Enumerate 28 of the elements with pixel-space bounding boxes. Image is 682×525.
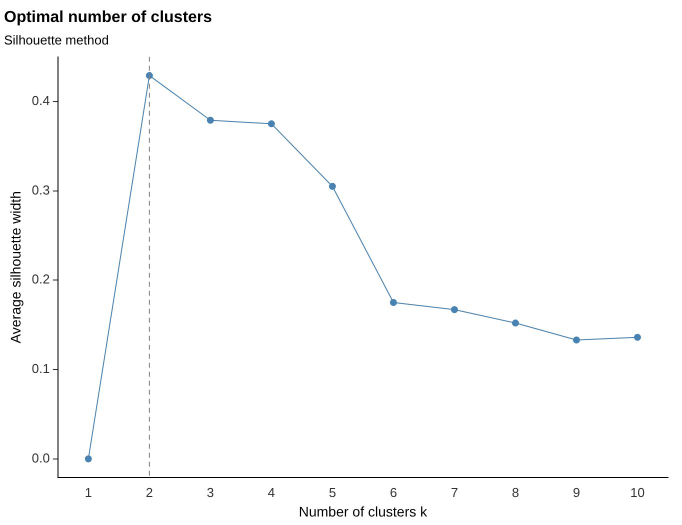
chart-title: Optimal number of clusters bbox=[4, 9, 212, 26]
x-tick-label: 5 bbox=[328, 484, 336, 500]
x-tick-label: 7 bbox=[450, 484, 458, 500]
y-tick-label: 0.2 bbox=[32, 272, 50, 287]
x-tick-label: 3 bbox=[206, 484, 214, 500]
point bbox=[268, 120, 275, 128]
x-axis-title: Number of clusters k bbox=[298, 503, 428, 520]
point bbox=[450, 306, 458, 314]
point bbox=[390, 298, 397, 306]
point bbox=[572, 336, 580, 344]
x-tick-label: 10 bbox=[630, 484, 645, 500]
y-tick-label: 0.4 bbox=[32, 93, 50, 108]
y-axis-title: Average silhouette width bbox=[7, 191, 24, 344]
point bbox=[512, 320, 519, 327]
x-tick-label: 9 bbox=[572, 484, 580, 500]
point bbox=[634, 334, 641, 341]
chart-subtitle: Silhouette method bbox=[4, 32, 109, 48]
point bbox=[206, 116, 214, 124]
x-tick-label: 1 bbox=[84, 484, 92, 500]
x-tick-label: 4 bbox=[268, 484, 276, 500]
x-tick-label: 6 bbox=[390, 484, 398, 500]
x-tick-label: 2 bbox=[146, 484, 154, 500]
point bbox=[84, 455, 92, 462]
y-tick-label: 0.0 bbox=[32, 450, 50, 466]
x-tick-label: 8 bbox=[512, 484, 520, 500]
point bbox=[328, 182, 336, 190]
y-tick-label: 0.1 bbox=[32, 361, 50, 376]
y-tick-label: 0.3 bbox=[32, 182, 50, 198]
